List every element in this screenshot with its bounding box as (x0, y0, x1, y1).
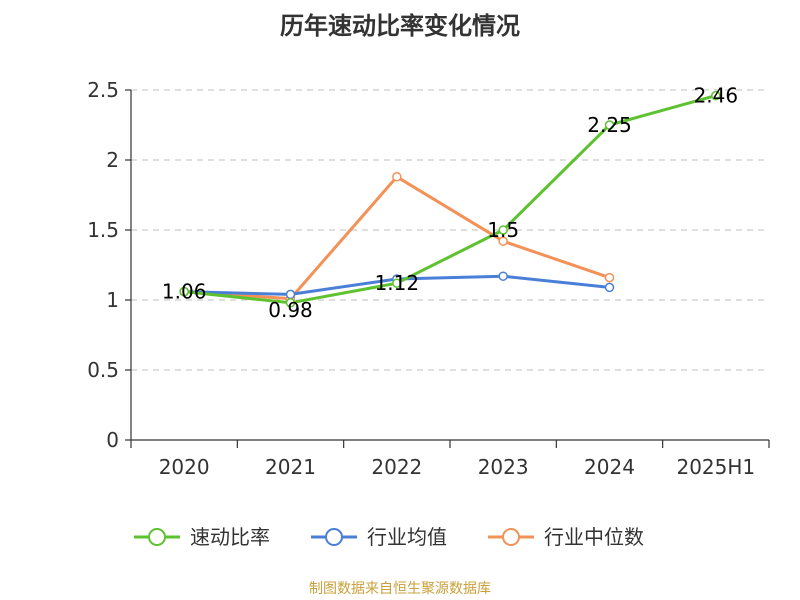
data-point (604, 120, 615, 130)
data-label: 1.5 (487, 218, 519, 242)
x-tick-label: 2020 (159, 455, 210, 479)
source-note: 制图数据来自恒生聚源数据库 (309, 581, 491, 597)
legend-marker (502, 528, 520, 546)
x-tick-label: 2021 (265, 455, 316, 479)
data-label: 2.46 (694, 84, 739, 108)
data-label: 1.12 (375, 271, 420, 295)
data-point (604, 282, 615, 293)
y-tick-label: 0.5 (87, 358, 119, 382)
y-tick-label: 0 (106, 428, 119, 452)
y-tick-label: 1.5 (87, 218, 119, 242)
series-line (184, 94, 717, 305)
y-tick-label: 2 (106, 148, 119, 172)
chart-title: 历年速动比率变化情况 (280, 12, 520, 40)
legend-item: 行业中位数 (488, 525, 644, 549)
x-tick-label: 2022 (371, 455, 422, 479)
x-tick-label: 2025H1 (676, 455, 755, 479)
legend-label: 速动比率 (190, 525, 270, 549)
data-point (498, 225, 508, 235)
legend-marker (325, 528, 343, 546)
legend-label: 行业均值 (367, 525, 447, 549)
legend: 速动比率 行业均值 行业中位数 (134, 525, 644, 549)
data-labels: 1.06 0.98 1.12 1.5 2.25 2.46 (162, 84, 738, 322)
data-label: 2.25 (587, 113, 632, 137)
x-tick-label: 2023 (478, 455, 529, 479)
x-tick-label: 2024 (584, 455, 635, 479)
data-point (604, 272, 615, 283)
data-point (498, 236, 508, 246)
axes: 0 0.5 1 1.5 2 2.5 2020 2021 2022 2023 2024 2025H1 (87, 78, 770, 479)
y-tick-label: 2.5 (87, 78, 119, 102)
legend-item: 速动比率 (134, 525, 270, 549)
legend-item: 行业均值 (311, 525, 447, 549)
data-label: 1.06 (162, 280, 207, 304)
y-tick-label: 1 (106, 288, 119, 312)
data-point (392, 278, 402, 288)
data-point (498, 271, 508, 281)
data-label: 0.98 (268, 298, 313, 322)
data-point (179, 286, 189, 297)
data-point (285, 298, 296, 308)
data-point (392, 172, 402, 182)
grid-lines (131, 89, 769, 371)
legend-marker (148, 528, 166, 546)
series-lines (179, 90, 721, 308)
data-point (711, 90, 721, 101)
legend-label: 行业中位数 (544, 525, 644, 549)
